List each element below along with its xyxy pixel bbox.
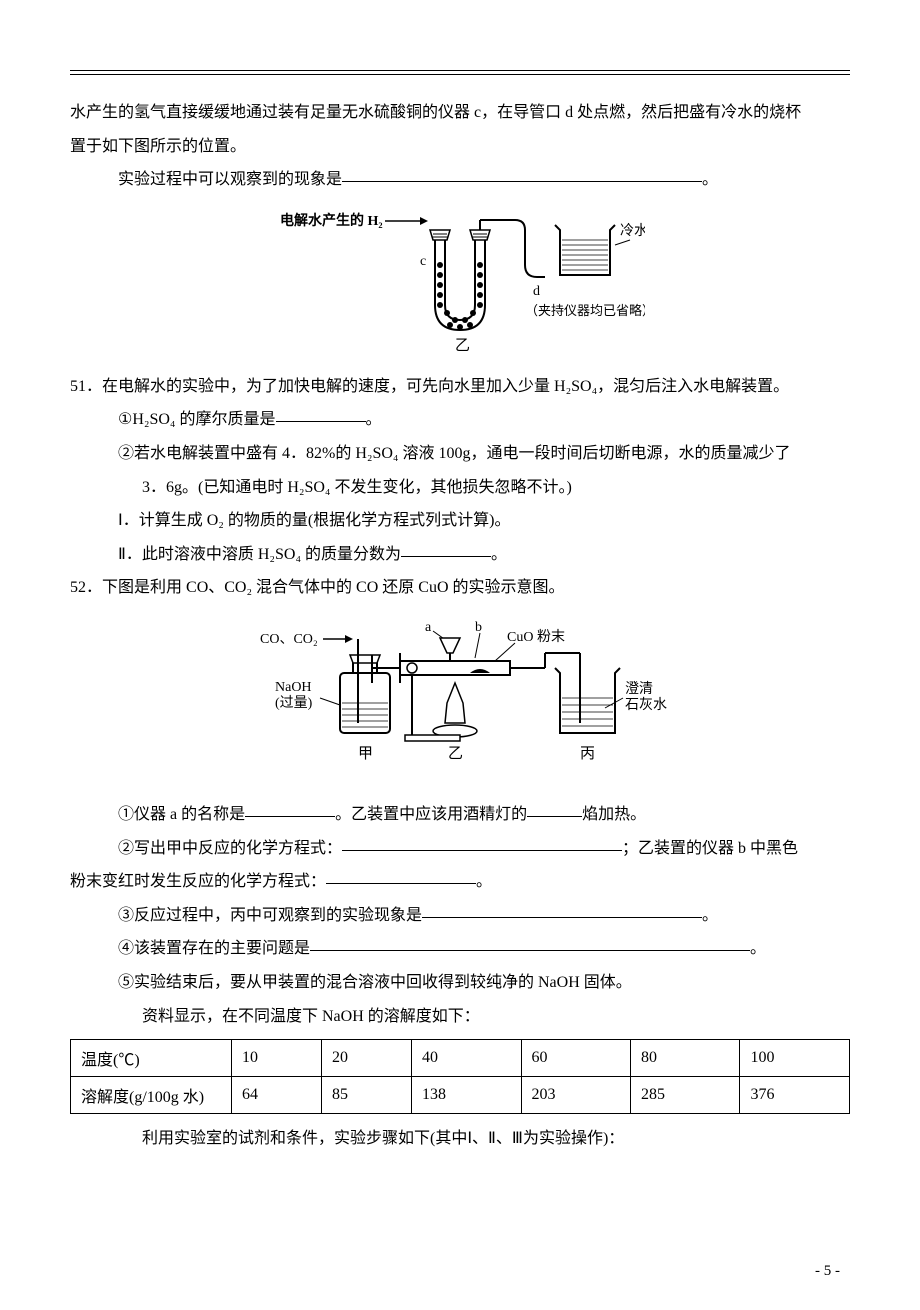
table-cell: 85 <box>322 1077 412 1114</box>
fig2-bing: 丙 <box>580 746 595 762</box>
table-cell: 203 <box>521 1077 630 1114</box>
q51-itemII-pre: Ⅱ．此时溶液中溶质 H₂SO₄ 的质量分数为 <box>118 546 401 563</box>
q51-num: 51． <box>70 378 102 395</box>
fig2-jia: 甲 <box>358 746 373 762</box>
fig1-d: d <box>533 284 540 299</box>
q51-itemII-post: 。 <box>491 546 507 563</box>
fig2-lime1: 澄清 <box>625 681 653 697</box>
q51: 51．在电解水的实验中，为了加快电解的速度，可先向水里加入少量 H₂SO₄，混匀… <box>70 370 850 404</box>
intro-obs-period: 。 <box>702 171 718 188</box>
q52-item4-post: 。 <box>750 940 766 957</box>
q52-item1-post: 焰加热。 <box>582 806 646 823</box>
q52-item5: ⑤实验结束后，要从甲装置的混合溶液中回收得到较纯净的 NaOH 固体。 <box>70 966 850 1000</box>
table-cell: 64 <box>232 1077 322 1114</box>
table-cell: 10 <box>232 1040 322 1077</box>
q52-item5b: 资料显示，在不同温度下 NaOH 的溶解度如下： <box>70 1000 850 1034</box>
fig1-water: 冷水 <box>620 223 645 239</box>
table-cell: 80 <box>631 1040 740 1077</box>
q52-item2-line2-post: 。 <box>476 873 492 890</box>
fig2-naoh2: (过量) <box>275 695 313 711</box>
q52-item4-pre: ④该装置存在的主要问题是 <box>118 940 310 957</box>
q52-item1-mid: 。乙装置中应该用酒精灯的 <box>335 806 527 823</box>
table-cell: 60 <box>521 1040 630 1077</box>
q52-num: 52． <box>70 579 102 596</box>
blank-phenomenon <box>422 901 702 918</box>
fig2-yi: 乙 <box>448 746 463 762</box>
intro-obs: 实验过程中可以观察到的现象是 。 <box>70 163 850 197</box>
q52-item2: ②写出甲中反应的化学方程式： ；乙装置的仪器 b 中黑色 <box>70 832 850 866</box>
fig2-naoh: NaOH <box>275 680 312 695</box>
q51-item1: ①H₂SO₄ 的摩尔质量是 。 <box>70 403 850 437</box>
q51-itemII: Ⅱ．此时溶液中溶质 H₂SO₄ 的质量分数为 。 <box>70 538 850 572</box>
intro-obs-text: 实验过程中可以观察到的现象是 <box>118 171 342 188</box>
table-cell: 40 <box>412 1040 521 1077</box>
fig2-b: b <box>475 620 482 635</box>
q52-item3-pre: ③反应过程中，丙中可观察到的实验现象是 <box>118 907 422 924</box>
table-cell: 20 <box>322 1040 412 1077</box>
q51-itemI: Ⅰ．计算生成 O₂ 的物质的量(根据化学方程式列式计算)。 <box>70 504 850 538</box>
intro-line1: 水产生的氢气直接缓缓地通过装有足量无水硫酸铜的仪器 c，在导管口 d 处点燃，然… <box>70 96 850 130</box>
q52-item4: ④该装置存在的主要问题是 。 <box>70 932 850 966</box>
blank-instrument-a <box>245 800 335 817</box>
fig2-cuo: CuO 粉末 <box>507 629 565 645</box>
table-row: 溶解度(g/100g 水) 64 85 138 203 285 376 <box>71 1077 850 1114</box>
q51-item2b: 3．6g。(已知通电时 H₂SO₄ 不发生变化，其他损失忽略不计。) <box>70 471 850 505</box>
blank-mass-fraction <box>401 540 491 557</box>
table-cell: 温度(℃) <box>71 1040 232 1077</box>
q51-item1-pre: ①H₂SO₄ 的摩尔质量是 <box>118 411 276 428</box>
blank-equation-jia <box>342 834 622 851</box>
fig1-h2-label: 电解水产生的 H₂ <box>280 212 383 229</box>
q52-item2-line2-pre: 粉末变红时发生反应的化学方程式： <box>70 873 326 890</box>
blank-molar-mass <box>276 405 366 422</box>
blank-observation <box>342 165 702 182</box>
fig1-c: c <box>420 254 426 269</box>
fig1-hatch <box>562 240 608 270</box>
q51-item1-post: 。 <box>366 411 382 428</box>
q52-item3-post: 。 <box>702 907 718 924</box>
fig2-a: a <box>425 620 432 635</box>
q52-item1-pre: ①仪器 a 的名称是 <box>118 806 245 823</box>
q51-text: 在电解水的实验中，为了加快电解的速度，可先向水里加入少量 H₂SO₄，混匀后注入… <box>102 378 789 395</box>
q52-item5c: 利用实验室的试剂和条件，实验步骤如下(其中Ⅰ、Ⅱ、Ⅲ为实验操作)： <box>70 1122 850 1156</box>
q52: 52．下图是利用 CO、CO₂ 混合气体中的 CO 还原 CuO 的实验示意图。 <box>70 571 850 605</box>
solubility-table: 温度(℃) 10 20 40 60 80 100 溶解度(g/100g 水) 6… <box>70 1039 850 1114</box>
q52-item3: ③反应过程中，丙中可观察到的实验现象是 。 <box>70 899 850 933</box>
fig2-gas: CO、CO₂ <box>260 632 318 647</box>
blank-problem <box>310 934 750 951</box>
page-number: - 5 - <box>815 1263 840 1280</box>
blank-flame <box>527 800 582 817</box>
q52-text: 下图是利用 CO、CO₂ 混合气体中的 CO 还原 CuO 的实验示意图。 <box>102 579 565 596</box>
figure-2: CO、CO₂ NaOH (过量) 甲 a <box>70 613 850 788</box>
fig1-yi: 乙 <box>455 338 470 354</box>
table-cell: 285 <box>631 1077 740 1114</box>
q52-item2-line2: 粉末变红时发生反应的化学方程式： 。 <box>70 865 850 899</box>
q51-item2a: ②若水电解装置中盛有 4．82%的 H₂SO₄ 溶液 100g，通电一段时间后切… <box>70 437 850 471</box>
fig1-note: （夹持仪器均已省略） <box>525 303 645 318</box>
q52-item1: ①仪器 a 的名称是 。乙装置中应该用酒精灯的 焰加热。 <box>70 798 850 832</box>
table-cell: 100 <box>740 1040 850 1077</box>
figure-1: 电解水产生的 H₂ c d <box>70 205 850 360</box>
header-rule <box>70 70 850 78</box>
table-cell: 溶解度(g/100g 水) <box>71 1077 232 1114</box>
intro-line2: 置于如下图所示的位置。 <box>70 130 850 164</box>
table-row: 温度(℃) 10 20 40 60 80 100 <box>71 1040 850 1077</box>
table-cell: 376 <box>740 1077 850 1114</box>
table-cell: 138 <box>412 1077 521 1114</box>
q52-item2-mid: ；乙装置的仪器 b 中黑色 <box>622 840 798 857</box>
blank-equation-yi <box>326 867 476 884</box>
q52-item2-pre: ②写出甲中反应的化学方程式： <box>118 840 342 857</box>
fig2-lime2: 石灰水 <box>625 697 667 713</box>
